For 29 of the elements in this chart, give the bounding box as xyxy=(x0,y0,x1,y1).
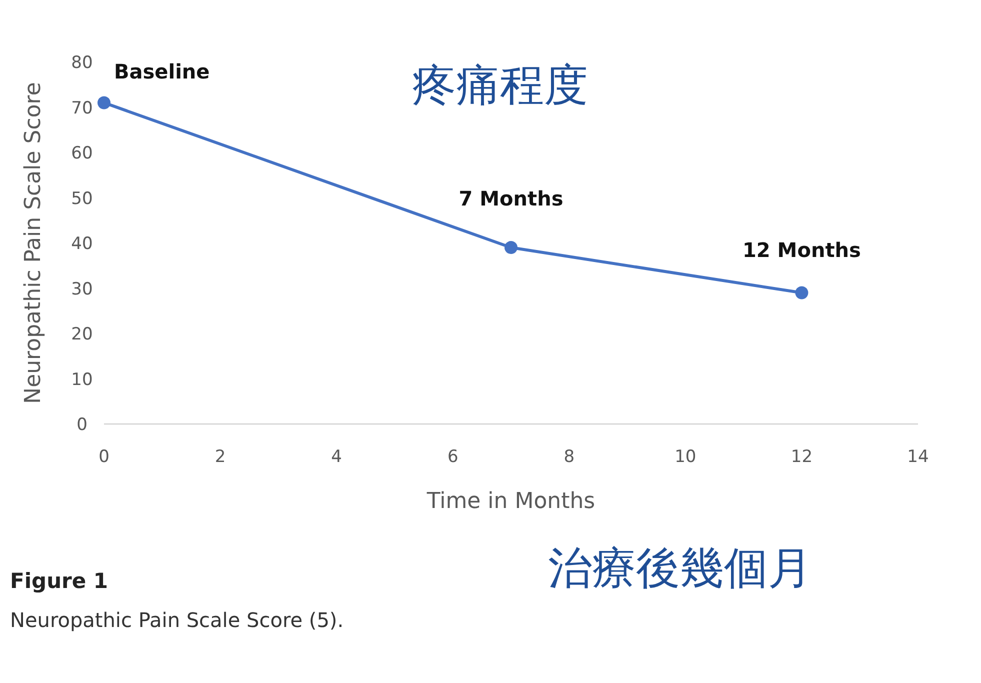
caption: Figure 1 xyxy=(10,569,108,593)
y-tick-label: 70 xyxy=(71,98,93,118)
y-tick-label: 60 xyxy=(71,144,93,164)
y-tick-label: 30 xyxy=(71,279,93,300)
point xyxy=(504,241,518,254)
y-tick-label: 50 xyxy=(71,188,93,209)
x-tick-label: 8 xyxy=(564,447,575,467)
text: Neuropathic Pain Scale Score (5). xyxy=(10,608,344,632)
x-tick-label: 6 xyxy=(447,447,458,467)
y-tick-label: 10 xyxy=(71,370,93,390)
y-tick-label: 0 xyxy=(76,415,88,435)
annotation: 12 Months xyxy=(742,238,861,262)
annotation: Baseline xyxy=(114,60,210,84)
x-tick-label: 10 xyxy=(674,447,696,467)
y-tick-label: 20 xyxy=(71,324,93,344)
x-tick-label: 14 xyxy=(907,447,929,467)
text: 治療後幾個月 xyxy=(548,543,812,594)
y-tick-label: 40 xyxy=(71,234,93,254)
x-tick-label: 0 xyxy=(98,447,110,467)
x-axis-title: Time in Months xyxy=(426,489,596,514)
x-tick-label: 2 xyxy=(214,447,226,467)
annotation: 7 Months xyxy=(458,186,564,211)
x-tick-label: 4 xyxy=(331,447,342,467)
point xyxy=(98,96,110,110)
y-tick-label: 80 xyxy=(71,53,93,73)
annotation: 疼痛程度 xyxy=(412,60,588,111)
x-tick-label: 12 xyxy=(790,447,813,467)
y-axis-title: Neuropathic Pain Scale Score xyxy=(21,82,46,404)
point xyxy=(795,286,808,300)
